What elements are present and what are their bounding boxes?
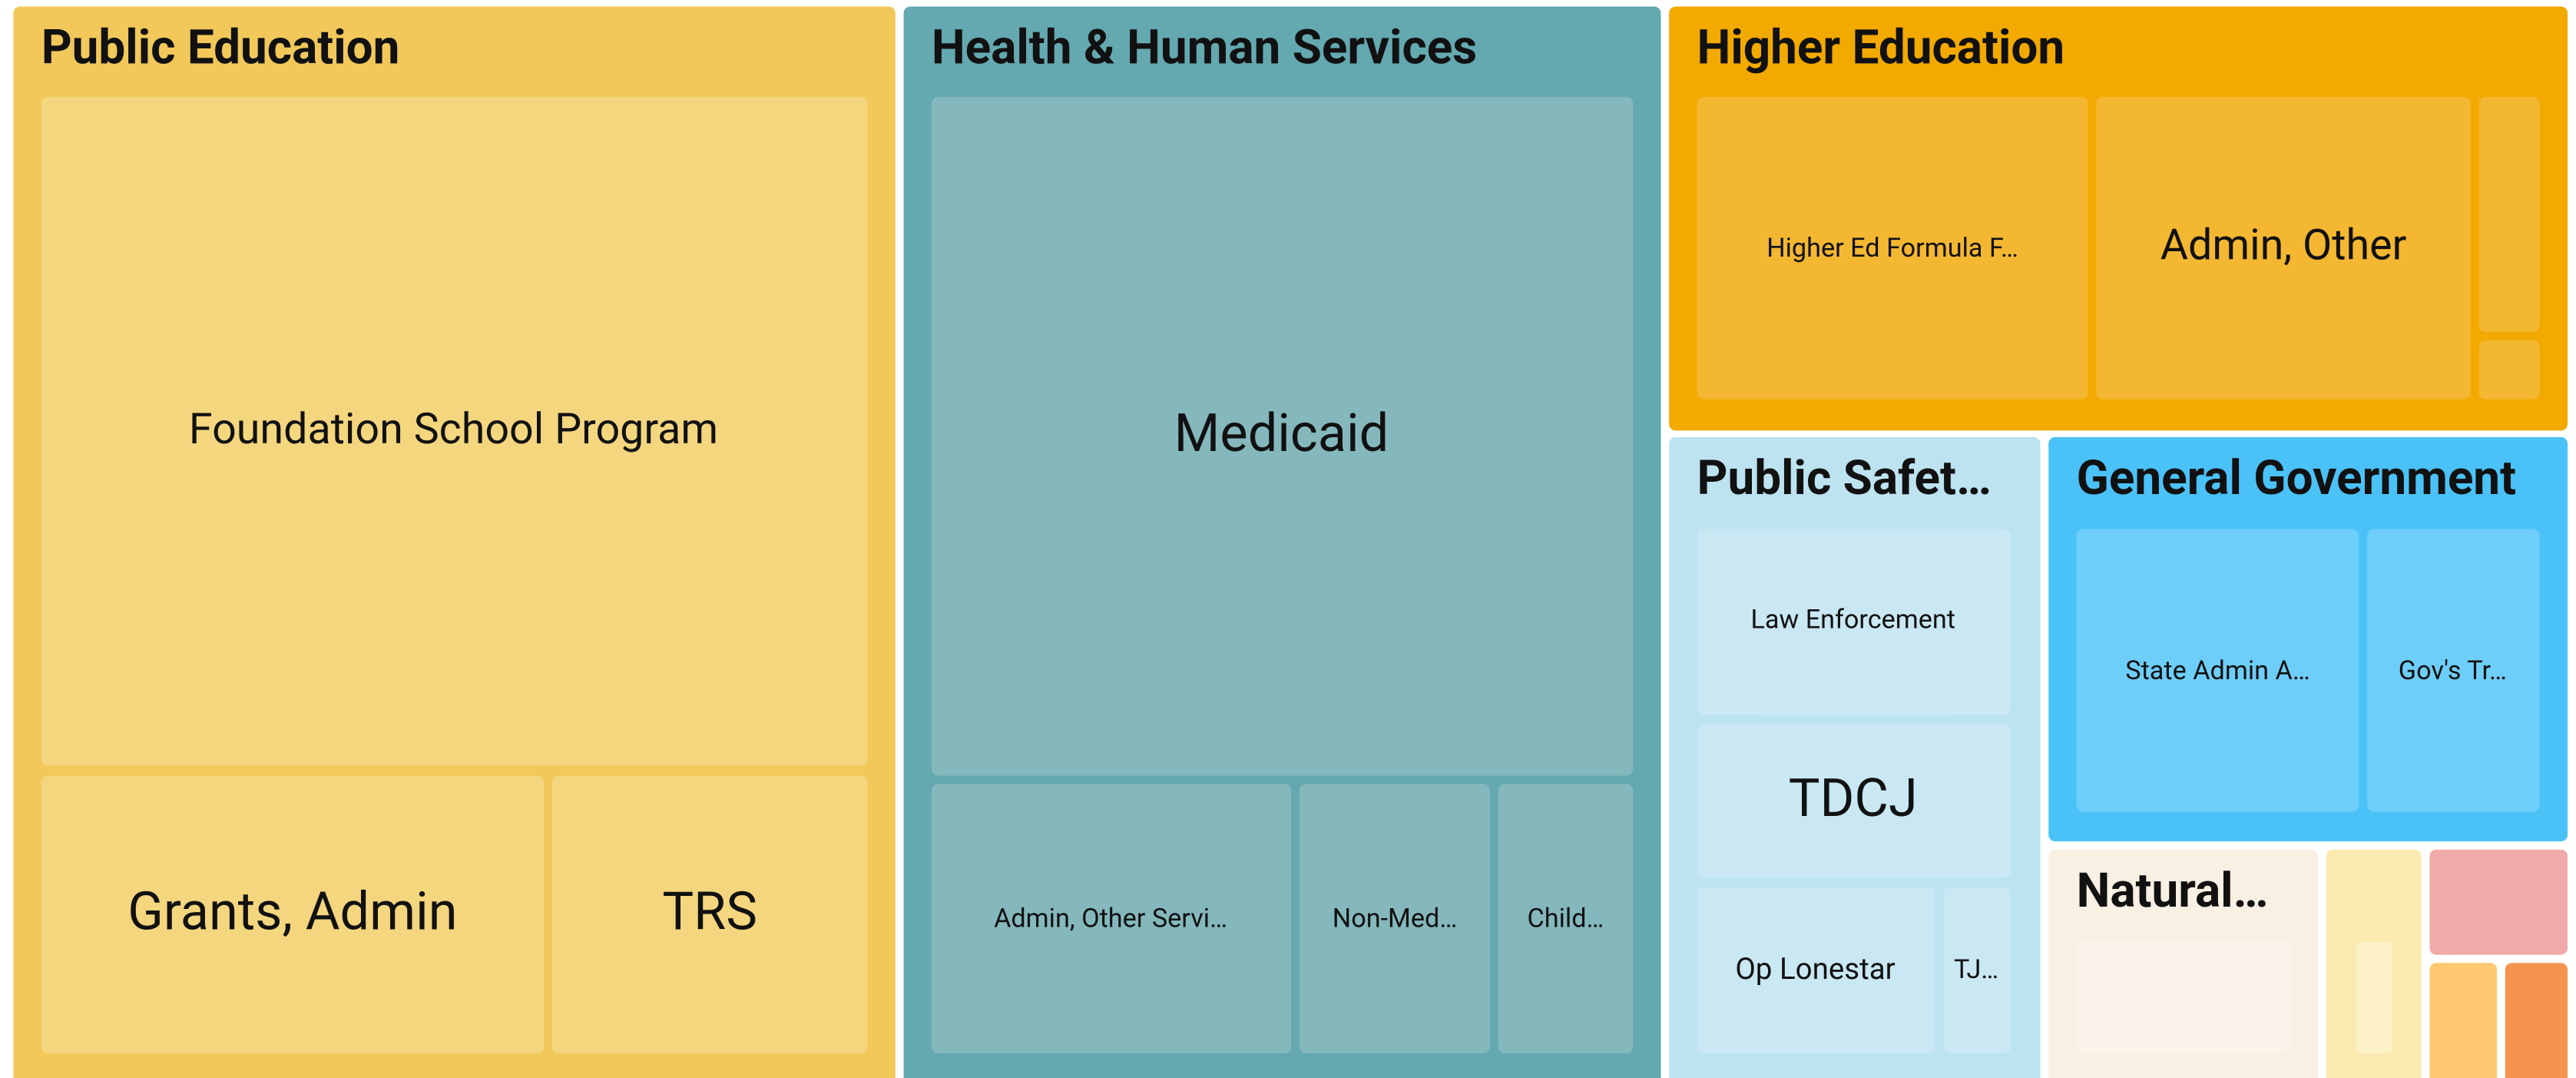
group-title: Public Education	[41, 20, 400, 76]
tile[interactable]	[2076, 941, 2290, 1053]
group-title: General Government	[2077, 450, 2517, 506]
group-tile[interactable]	[2505, 963, 2568, 1078]
tile[interactable]	[1697, 97, 2088, 400]
tile-label: Non-Med…	[1333, 904, 1457, 934]
tile-label: Child…	[1527, 904, 1604, 934]
tile[interactable]	[41, 775, 545, 1053]
tile[interactable]	[931, 784, 1292, 1053]
group-title: Higher Education	[1697, 20, 2065, 76]
tile-label: TRS	[662, 881, 757, 942]
tile[interactable]	[931, 97, 1634, 776]
group-title: Health & Human Services	[932, 20, 1477, 76]
group-tile[interactable]	[2429, 849, 2568, 955]
tile[interactable]	[1943, 887, 2011, 1053]
tile[interactable]	[1697, 725, 2011, 878]
tile[interactable]	[2356, 941, 2392, 1053]
tile[interactable]	[1697, 887, 1935, 1053]
tile-label: Gov's Tr…	[2399, 655, 2507, 686]
tile-label: Foundation School Program	[189, 403, 718, 454]
tile[interactable]	[2367, 529, 2540, 812]
tile-label: Higher Ed Formula F…	[1766, 233, 2018, 264]
tile-label: Admin, Other	[2160, 220, 2407, 270]
tile[interactable]	[551, 775, 868, 1053]
tile-label: Admin, Other Servi…	[994, 904, 1227, 934]
tile-label: Grants, Admin	[127, 881, 457, 942]
tile[interactable]	[2478, 97, 2540, 333]
tile[interactable]	[41, 97, 868, 766]
group-tile[interactable]	[2429, 963, 2498, 1078]
tile-label: Law Enforcement	[1750, 604, 1955, 635]
tile-label: TJ…	[1954, 954, 1998, 985]
tile-label: TDCJ	[1789, 768, 1918, 829]
tile[interactable]	[2076, 529, 2359, 812]
tile-label: State Admin A…	[2125, 655, 2309, 686]
tile[interactable]	[2478, 340, 2540, 400]
tile[interactable]	[1498, 784, 1634, 1053]
tile[interactable]	[1697, 529, 2011, 715]
group-title: Natural…	[2077, 863, 2269, 919]
group-title: Public Safet…	[1697, 450, 1992, 506]
tile-label: Op Lonestar	[1735, 952, 1895, 987]
tile-label: Medicaid	[1174, 403, 1389, 464]
tile[interactable]	[1299, 784, 1491, 1053]
tile[interactable]	[2096, 97, 2471, 400]
